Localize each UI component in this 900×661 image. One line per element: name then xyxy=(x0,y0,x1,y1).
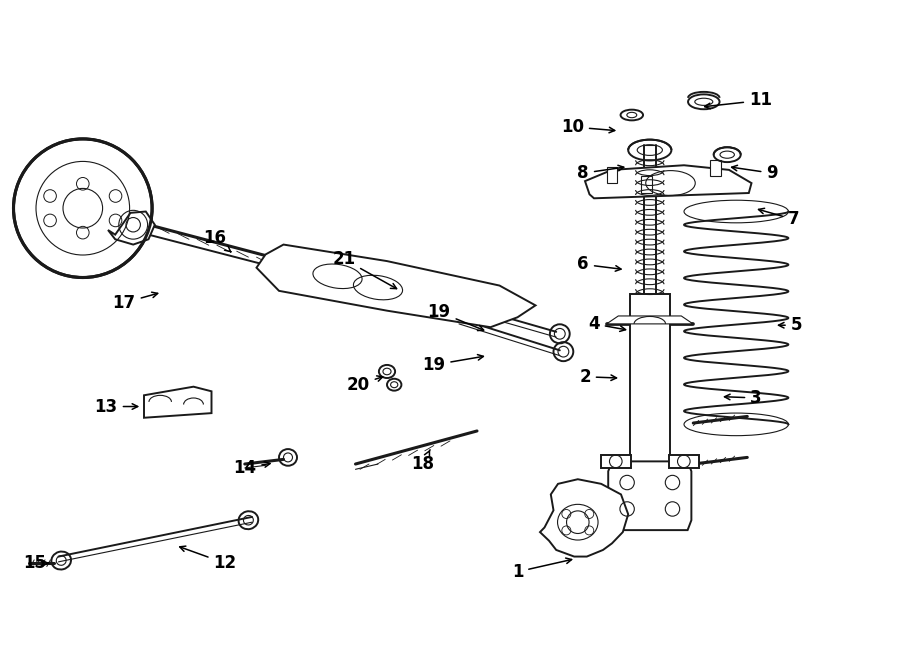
Text: 9: 9 xyxy=(732,164,778,182)
Polygon shape xyxy=(607,167,617,183)
Circle shape xyxy=(14,139,152,278)
Polygon shape xyxy=(608,461,691,530)
Text: 19: 19 xyxy=(422,354,483,374)
Text: 10: 10 xyxy=(561,118,615,136)
Polygon shape xyxy=(108,212,155,245)
Text: 2: 2 xyxy=(580,368,616,386)
Polygon shape xyxy=(600,455,631,468)
Text: 18: 18 xyxy=(411,449,435,473)
Text: 12: 12 xyxy=(180,546,237,572)
Polygon shape xyxy=(710,160,721,176)
Text: 6: 6 xyxy=(578,255,621,274)
Polygon shape xyxy=(630,294,670,463)
Text: 8: 8 xyxy=(578,164,624,182)
Text: 4: 4 xyxy=(589,315,626,333)
Text: 14: 14 xyxy=(233,459,270,477)
Text: 20: 20 xyxy=(346,375,382,394)
Text: 7: 7 xyxy=(759,208,799,229)
Polygon shape xyxy=(607,316,693,324)
Text: 3: 3 xyxy=(724,389,761,407)
Text: 15: 15 xyxy=(22,554,49,572)
Text: 21: 21 xyxy=(332,250,397,289)
Text: 17: 17 xyxy=(112,292,158,312)
Text: 5: 5 xyxy=(778,316,802,334)
Polygon shape xyxy=(669,455,699,468)
Polygon shape xyxy=(641,176,652,193)
Polygon shape xyxy=(585,165,752,198)
Text: 16: 16 xyxy=(202,229,230,252)
Text: 13: 13 xyxy=(94,397,138,416)
Text: 11: 11 xyxy=(705,91,772,110)
Polygon shape xyxy=(256,245,536,327)
Polygon shape xyxy=(540,479,628,557)
Text: 1: 1 xyxy=(512,558,572,581)
Text: 19: 19 xyxy=(428,303,483,330)
Polygon shape xyxy=(144,387,212,418)
